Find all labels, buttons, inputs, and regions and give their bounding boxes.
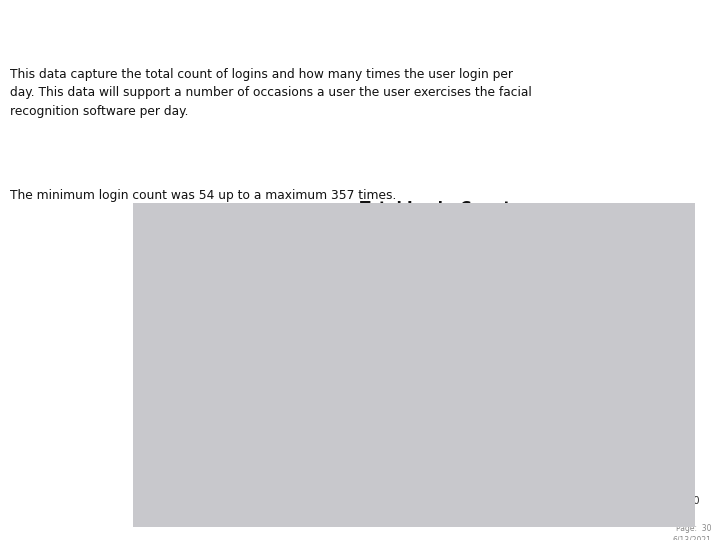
Title: Total Login-Count: Total Login-Count xyxy=(359,201,510,216)
Bar xyxy=(180,234,576,247)
Text: 210: 210 xyxy=(423,362,444,372)
Bar xyxy=(180,402,364,416)
Text: This data capture the total count of logins and how many times the user login pe: This data capture the total count of log… xyxy=(10,68,532,118)
Bar xyxy=(180,255,333,268)
Bar xyxy=(180,444,347,458)
Text: 120: 120 xyxy=(309,256,329,267)
Text: 187: 187 xyxy=(394,467,415,477)
Bar xyxy=(180,360,448,374)
Text: 144: 144 xyxy=(339,404,360,414)
Bar xyxy=(180,465,418,479)
Text: 200: 200 xyxy=(411,278,431,288)
Text: Page:  30
6/13/2021
James Sicuranza Defense: Page: 30 6/13/2021 James Sicuranza Defen… xyxy=(614,524,711,540)
Text: 357: 357 xyxy=(611,425,631,435)
Text: 54: 54 xyxy=(232,341,245,351)
Text: The minimum login count was 54 up to a maximum 357 times.: The minimum login count was 54 up to a m… xyxy=(10,190,397,202)
Bar xyxy=(180,423,635,437)
Bar xyxy=(180,297,263,310)
Bar xyxy=(180,381,342,395)
Bar xyxy=(180,318,565,332)
Text: 127: 127 xyxy=(318,383,338,393)
Text: 311: 311 xyxy=(552,235,572,246)
Text: 302: 302 xyxy=(541,320,561,330)
Text: 65: 65 xyxy=(246,299,259,309)
Text: 131: 131 xyxy=(323,446,343,456)
Bar xyxy=(180,339,249,353)
Text: 4.4.1 Secondary Dataset 2: 4.4.1 Secondary Dataset 2 xyxy=(10,14,302,33)
Bar xyxy=(180,276,435,289)
